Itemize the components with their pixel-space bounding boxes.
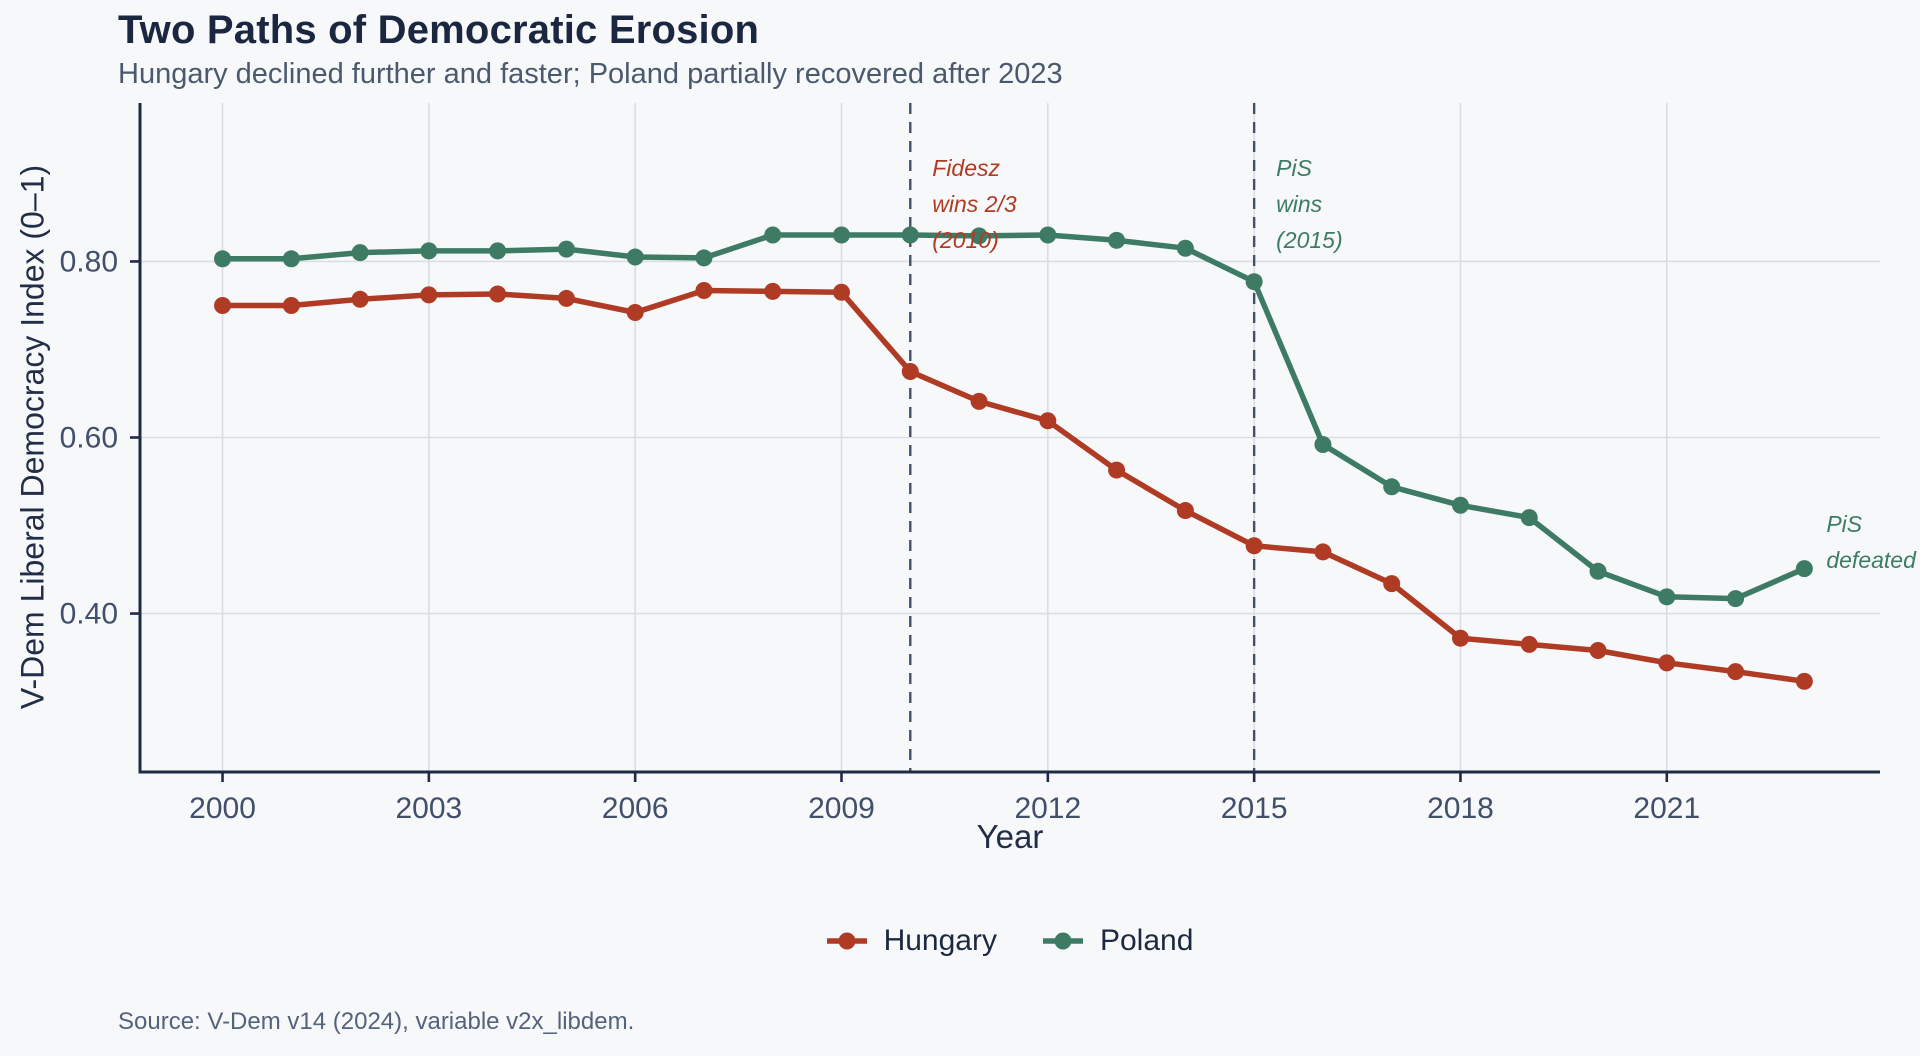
poland-point-2020	[1589, 562, 1607, 580]
poland-point-2007	[695, 249, 713, 267]
poland-point-2016	[1314, 436, 1332, 454]
hungary-point-2001	[282, 296, 300, 314]
poland-point-2011	[970, 227, 988, 245]
legend-item-poland: Poland	[1042, 924, 1194, 958]
poland-point-2013	[1108, 231, 1126, 249]
hungary-point-2007	[695, 281, 713, 299]
x-tick-label: 2012	[1014, 792, 1081, 825]
annotation-line: Fidesz	[932, 154, 1001, 181]
x-tick-label: 2000	[189, 792, 256, 825]
annotation-line: defeated	[1826, 547, 1916, 574]
poland-point-2021	[1658, 588, 1676, 606]
hungary-point-2010	[901, 362, 919, 380]
hungary-point-2021	[1658, 654, 1676, 672]
legend-label: Poland	[1099, 924, 1194, 957]
poland-point-2017	[1383, 478, 1401, 496]
hungary-point-2023	[1795, 672, 1813, 690]
x-tick-label: 2003	[395, 792, 462, 825]
annotation-pis-2015: PiS wins (2015)	[1276, 150, 1342, 258]
poland-point-2009	[833, 226, 851, 244]
annotation-pis-defeated: PiS defeated	[1826, 506, 1916, 578]
poland-point-2015	[1245, 273, 1263, 291]
poland-point-2008	[764, 226, 782, 244]
poland-point-2003	[420, 242, 438, 260]
x-tick-label: 2006	[602, 792, 669, 825]
hungary-point-2014	[1176, 502, 1194, 520]
hungary-point-2008	[764, 282, 782, 300]
chart-subtitle: Hungary declined further and faster; Pol…	[118, 58, 1063, 90]
poland-point-2005	[557, 240, 575, 258]
hungary-point-2002	[351, 290, 369, 308]
y-tick-label: 0.80	[60, 245, 118, 278]
poland-point-2014	[1176, 239, 1194, 257]
legend-label: Hungary	[883, 924, 997, 957]
poland-point-2002	[351, 244, 369, 262]
x-tick-label: 2018	[1427, 792, 1494, 825]
hungary-point-2012	[1039, 412, 1057, 430]
legend-swatch-icon	[1042, 932, 1083, 950]
poland-point-2022	[1727, 590, 1745, 608]
hungary-point-2022	[1727, 663, 1745, 681]
hungary-point-2011	[970, 392, 988, 410]
hungary-point-2013	[1108, 461, 1126, 479]
hungary-point-2019	[1520, 635, 1538, 653]
poland-line	[219, 232, 1808, 602]
legend-item-hungary: Hungary	[826, 924, 997, 958]
source-note: Source: V-Dem v14 (2024), variable v2x_l…	[118, 1008, 635, 1035]
poland-point-2001	[282, 250, 300, 268]
poland-point-2000	[214, 250, 232, 268]
hungary-point-2003	[420, 286, 438, 304]
x-tick-label: 2021	[1633, 792, 1700, 825]
hungary-point-2004	[489, 285, 507, 303]
hungary-point-2000	[214, 296, 232, 314]
y-tick-label: 0.40	[60, 598, 118, 631]
x-axis-title: Year	[976, 818, 1044, 855]
annotation-fidesz-2010: Fidesz wins 2/3 (2010)	[932, 150, 1016, 258]
poland-point-2010	[901, 226, 919, 244]
x-tick-label: 2015	[1221, 792, 1288, 825]
annotation-line: (2010)	[932, 226, 999, 253]
poland-point-2019	[1520, 509, 1538, 527]
hungary-point-2005	[557, 289, 575, 307]
hungary-point-2006	[626, 304, 644, 322]
poland-point-2023	[1795, 560, 1813, 578]
hungary-point-2017	[1383, 575, 1401, 593]
poland-point-2006	[626, 248, 644, 266]
poland-point-2018	[1451, 496, 1469, 514]
annotation-line: (2015)	[1276, 226, 1343, 253]
annotation-line: PiS	[1826, 511, 1863, 538]
hungary-point-2018	[1451, 629, 1469, 647]
y-axis-title: V-Dem Liberal Democracy Index (0–1)	[14, 164, 51, 710]
annotation-line: wins 2/3	[932, 190, 1017, 217]
y-tick-label: 0.60	[60, 422, 118, 455]
annotation-line: wins	[1276, 190, 1323, 217]
page-title: Two Paths of Democratic Erosion	[118, 8, 760, 52]
legend-swatch-icon	[826, 932, 867, 950]
chart-legend: Hungary Poland	[140, 924, 1880, 958]
annotation-line: PiS	[1276, 154, 1312, 181]
poland-point-2004	[489, 242, 507, 260]
hungary-line	[219, 287, 1808, 685]
x-tick-label: 2009	[808, 792, 875, 825]
hungary-point-2016	[1314, 543, 1332, 561]
hungary-point-2009	[833, 283, 851, 301]
hungary-point-2015	[1245, 537, 1263, 555]
hungary-point-2020	[1589, 642, 1607, 660]
poland-point-2012	[1039, 226, 1057, 244]
